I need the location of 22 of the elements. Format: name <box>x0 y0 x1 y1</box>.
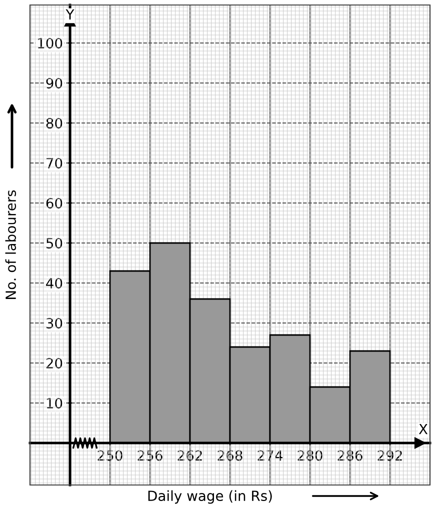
y-tick-label: 80 <box>46 118 62 128</box>
y-tick-label: 60 <box>46 198 62 208</box>
x-tick-label: 274 <box>258 450 282 460</box>
y-tick-label: 50 <box>46 238 62 248</box>
y-tick-label: 10 <box>46 398 62 408</box>
x-tick-label: 286 <box>338 450 362 461</box>
x-tick-label: 268 <box>218 450 242 461</box>
y-tick-label: 30 <box>46 318 62 328</box>
x-tick-label: 256 <box>138 450 162 461</box>
x-axis-title: Daily wage (in Rs) <box>148 490 272 504</box>
y-tick-label: 70 <box>46 158 62 168</box>
y-tick-label: 20 <box>46 358 62 368</box>
y-axis-title: No. of labourers <box>5 190 16 299</box>
x-tick-label: 262 <box>178 450 202 461</box>
y-tick-label: 90 <box>46 78 62 88</box>
x-tick-label: 280 <box>298 450 322 461</box>
annotation: Y <box>66 9 74 20</box>
x-tick-label: 292 <box>378 450 402 461</box>
y-tick-label: 40 <box>46 278 62 288</box>
annotation: X <box>418 424 428 434</box>
x-tick-label: 250 <box>98 450 122 461</box>
y-tick-label: 100 <box>38 38 62 48</box>
